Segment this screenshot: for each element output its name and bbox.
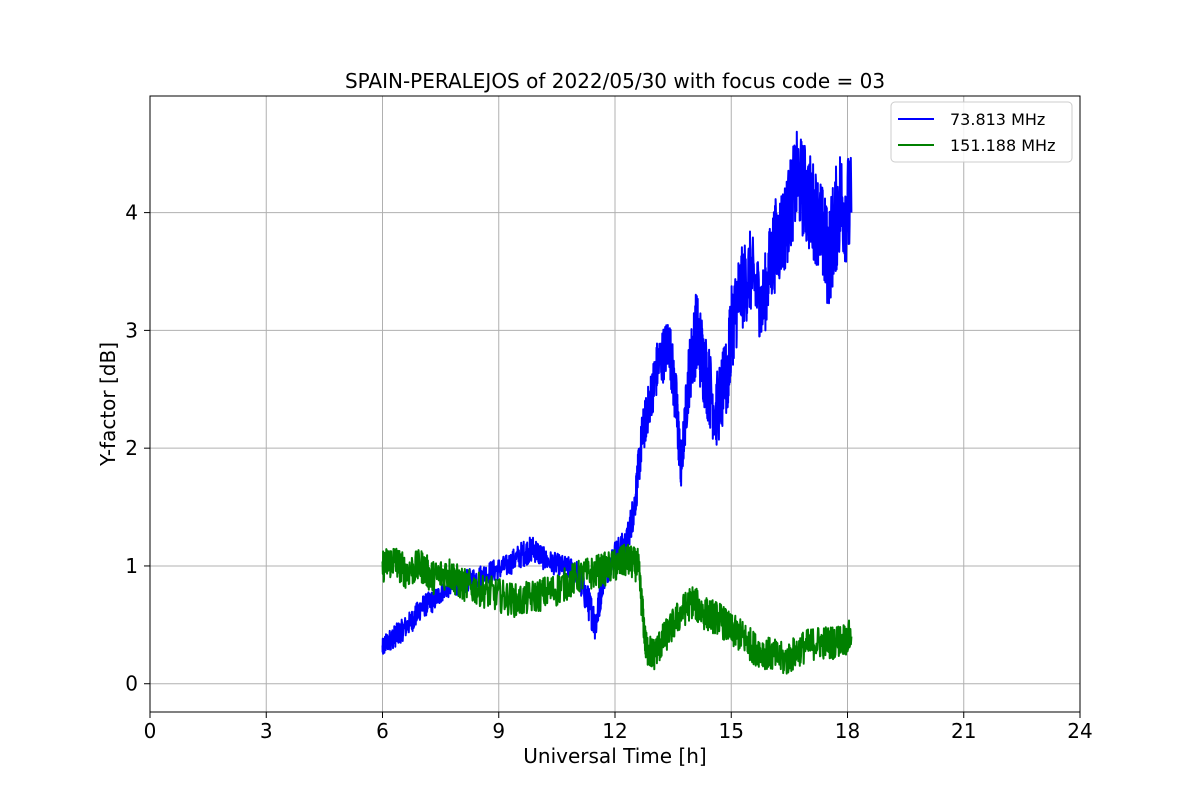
y-tick-label: 4 (125, 201, 138, 225)
y-axis-label: Y-factor [dB] (96, 342, 120, 467)
x-tick-label: 18 (835, 719, 860, 743)
legend: 73.813 MHz 151.188 MHz (890, 101, 1073, 163)
y-tick-label: 1 (125, 554, 138, 578)
x-tick-label: 6 (376, 719, 389, 743)
y-tick-label: 3 (125, 318, 138, 342)
y-tick-label: 0 (125, 672, 138, 696)
x-axis-ticks: 0 3 6 9 12 15 18 21 24 (144, 712, 1093, 743)
x-tick-label: 0 (144, 719, 157, 743)
legend-label: 151.188 MHz (950, 136, 1055, 155)
y-tick-label: 2 (125, 436, 138, 460)
series-line-2 (381, 543, 853, 675)
x-tick-label: 12 (602, 719, 627, 743)
x-axis-label: Universal Time [h] (523, 744, 706, 768)
legend-label: 73.813 MHz (950, 110, 1045, 129)
x-tick-label: 24 (1067, 719, 1092, 743)
series-layer (381, 130, 853, 675)
x-tick-label: 21 (951, 719, 976, 743)
chart-title: SPAIN-PERALEJOS of 2022/05/30 with focus… (345, 69, 885, 93)
x-tick-label: 15 (719, 719, 744, 743)
y-axis-ticks: 0 1 2 3 4 (125, 201, 150, 696)
grid-lines (149, 96, 1081, 712)
x-tick-label: 3 (260, 719, 273, 743)
x-tick-label: 9 (492, 719, 505, 743)
legend-box (890, 101, 1073, 163)
